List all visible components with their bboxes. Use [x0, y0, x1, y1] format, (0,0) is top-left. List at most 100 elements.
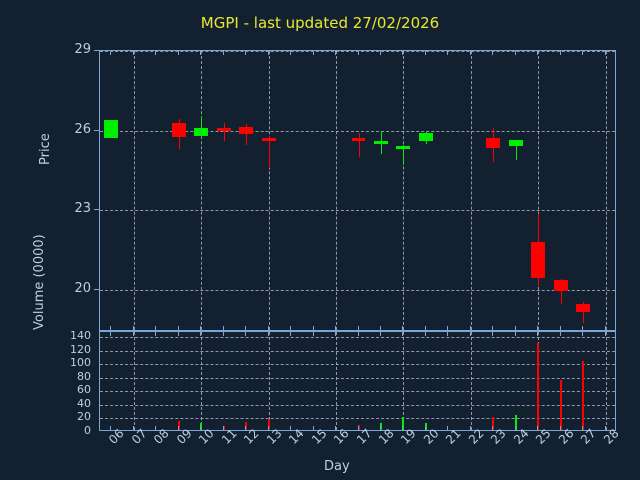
day-tick [290, 50, 292, 55]
day-tick [514, 331, 516, 336]
day-tick [402, 426, 404, 431]
volume-tick-label: 60 [77, 383, 91, 397]
day-tick [469, 331, 471, 336]
day-tick [177, 426, 179, 431]
day-tick [200, 326, 202, 331]
candle-body [396, 146, 411, 150]
price-vgridline [605, 51, 607, 330]
candle-body [576, 304, 591, 313]
candle-body [418, 133, 433, 142]
volume-tick-label: 140 [70, 329, 91, 343]
day-tick [177, 331, 179, 336]
day-tick [110, 426, 112, 431]
day-tick [402, 50, 404, 55]
volume-tick-label: 40 [77, 396, 91, 410]
day-tick [177, 50, 179, 55]
volume-vgridline [470, 332, 472, 430]
day-tick [447, 50, 449, 55]
volume-bar-27 [582, 361, 585, 430]
price-axis-title: Price [38, 133, 53, 165]
volume-gridline [100, 337, 615, 339]
candle-wick [268, 135, 270, 168]
volume-axis-title: Volume (0000) [32, 234, 47, 330]
day-tick [514, 50, 516, 55]
day-tick [492, 50, 494, 55]
volume-bar-17 [357, 424, 360, 430]
volume-bar-23 [492, 417, 495, 430]
day-tick [267, 50, 269, 55]
day-tick [200, 50, 202, 55]
day-tick [357, 331, 359, 336]
day-tick [469, 50, 471, 55]
day-tick [132, 326, 134, 331]
candle-body [194, 127, 209, 136]
day-tick [492, 326, 494, 331]
volume-vgridline [201, 332, 203, 430]
volume-vgridline [268, 332, 270, 430]
candle-wick [246, 123, 248, 146]
day-tick [132, 426, 134, 431]
day-tick [514, 326, 516, 331]
day-tick [155, 331, 157, 336]
day-tick [582, 331, 584, 336]
day-tick [379, 426, 381, 431]
day-tick [132, 331, 134, 336]
volume-bar-09 [177, 420, 180, 430]
volume-vgridline [336, 332, 338, 430]
candle-body [553, 280, 568, 291]
price-vgridline [336, 51, 338, 330]
price-gridline [100, 130, 615, 132]
candle-body [104, 119, 119, 139]
day-tick [357, 50, 359, 55]
price-tick-label: 23 [74, 201, 91, 217]
day-tick [582, 326, 584, 331]
day-tick [312, 50, 314, 55]
day-tick [514, 426, 516, 431]
candle-body [486, 138, 501, 148]
candle-body [374, 141, 388, 145]
volume-bar-12 [245, 421, 248, 430]
volume-plot-area [99, 331, 616, 431]
price-plot-area [99, 50, 616, 331]
candle-body [531, 241, 546, 278]
day-tick [335, 426, 337, 431]
volume-tick-label: 0 [84, 424, 91, 437]
day-tick [110, 331, 112, 336]
price-vgridline [201, 51, 203, 330]
day-tick [132, 50, 134, 55]
day-tick [537, 50, 539, 55]
volume-gridline [100, 350, 615, 352]
volume-tick-label: 20 [77, 410, 91, 424]
volume-gridline [100, 377, 615, 379]
volume-bar-11 [222, 425, 225, 430]
day-tick [604, 426, 606, 431]
day-tick [469, 326, 471, 331]
candle-body [508, 139, 523, 147]
candle-body [261, 138, 276, 142]
candle-wick [560, 278, 562, 305]
day-tick [402, 331, 404, 336]
price-tick [94, 209, 99, 211]
candle-wick [223, 122, 225, 142]
volume-gridline [100, 418, 615, 420]
day-tick [222, 50, 224, 55]
price-tick [94, 50, 99, 51]
volume-gridline [100, 391, 615, 393]
day-tick [604, 331, 606, 336]
price-tick-label: 20 [74, 280, 91, 296]
volume-bar-13 [267, 419, 270, 430]
day-tick [537, 326, 539, 331]
day-tick [222, 326, 224, 331]
day-tick [582, 50, 584, 55]
day-tick [492, 426, 494, 431]
candle-wick [583, 301, 585, 323]
volume-tick-label: 80 [77, 369, 91, 383]
day-tick [537, 426, 539, 431]
day-tick [290, 326, 292, 331]
day-tick [267, 326, 269, 331]
volume-gridline [100, 404, 615, 406]
day-tick [537, 331, 539, 336]
day-tick [335, 50, 337, 55]
candle-wick [201, 117, 203, 136]
day-tick [424, 326, 426, 331]
